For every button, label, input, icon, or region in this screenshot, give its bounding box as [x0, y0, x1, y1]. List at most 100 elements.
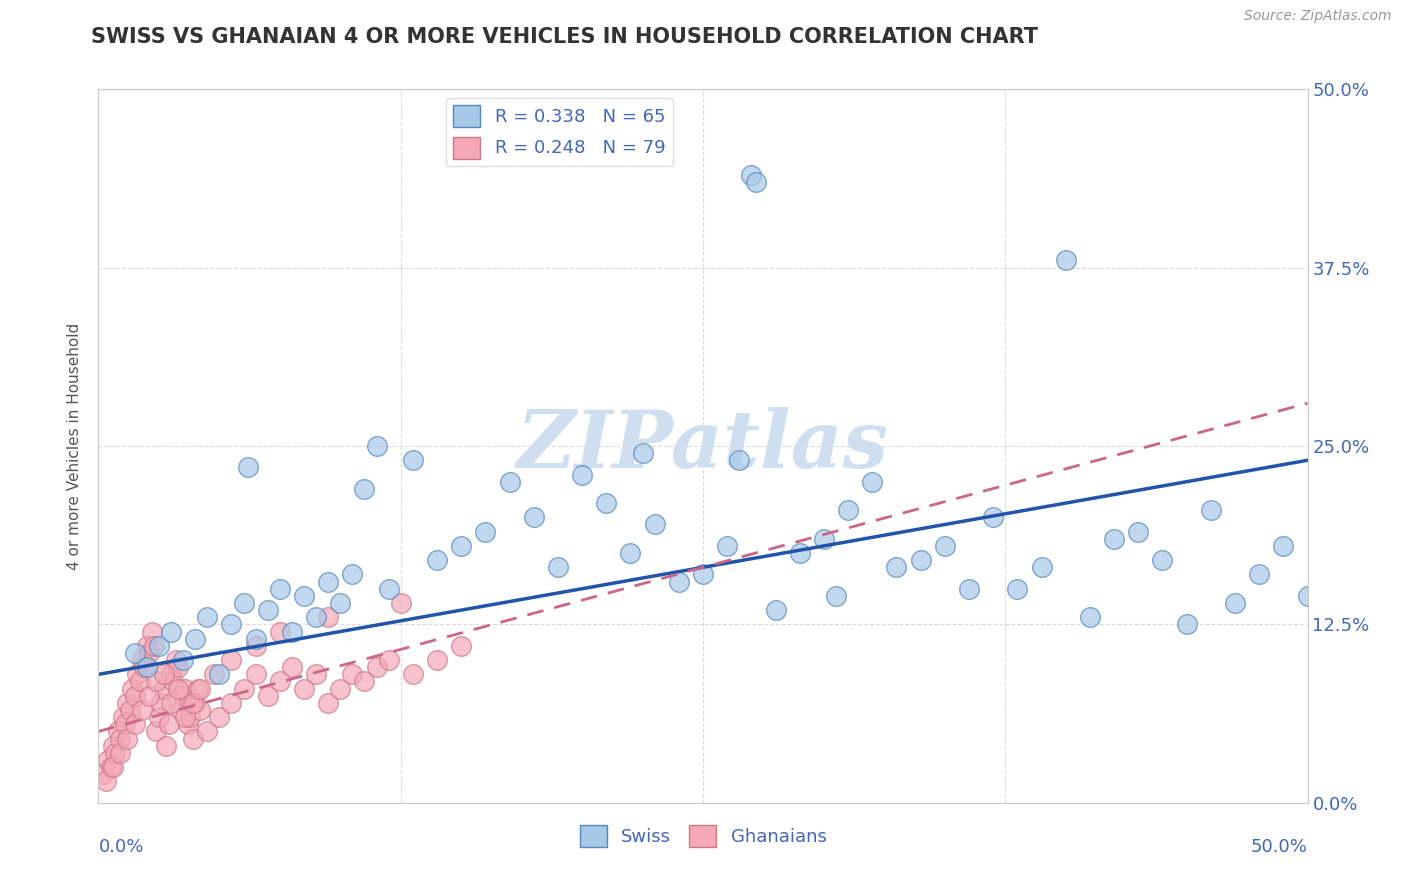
- Point: [107, 724, 129, 739]
- Point: [141, 624, 163, 639]
- Point: [100, 760, 122, 774]
- Point: [135, 660, 157, 674]
- Point: [128, 674, 150, 689]
- Point: [165, 653, 187, 667]
- Point: [114, 717, 136, 731]
- Point: [204, 667, 226, 681]
- Point: [131, 703, 153, 717]
- Point: [450, 539, 472, 553]
- Point: [160, 667, 183, 681]
- Point: [692, 567, 714, 582]
- Point: [91, 767, 114, 781]
- Point: [837, 503, 859, 517]
- Point: [104, 746, 127, 760]
- Point: [195, 724, 218, 739]
- Point: [177, 717, 200, 731]
- Point: [162, 674, 184, 689]
- Point: [221, 696, 243, 710]
- Point: [195, 610, 218, 624]
- Point: [377, 653, 399, 667]
- Point: [789, 546, 811, 560]
- Point: [353, 482, 375, 496]
- Text: 50.0%: 50.0%: [1251, 838, 1308, 855]
- Point: [245, 667, 267, 681]
- Point: [101, 760, 124, 774]
- Text: 0.0%: 0.0%: [98, 838, 143, 855]
- Point: [1223, 596, 1246, 610]
- Point: [121, 681, 143, 696]
- Point: [329, 681, 352, 696]
- Point: [366, 660, 388, 674]
- Point: [402, 453, 425, 467]
- Point: [305, 610, 328, 624]
- Point: [619, 546, 641, 560]
- Point: [124, 646, 146, 660]
- Point: [134, 660, 156, 674]
- Point: [269, 674, 291, 689]
- Point: [208, 710, 231, 724]
- Point: [426, 653, 449, 667]
- Point: [316, 696, 339, 710]
- Point: [108, 746, 131, 760]
- Point: [981, 510, 1004, 524]
- Point: [172, 689, 194, 703]
- Point: [910, 553, 932, 567]
- Point: [813, 532, 835, 546]
- Point: [208, 667, 231, 681]
- Point: [631, 446, 654, 460]
- Point: [934, 539, 956, 553]
- Point: [157, 717, 180, 731]
- Point: [138, 646, 160, 660]
- Point: [498, 475, 520, 489]
- Point: [179, 710, 201, 724]
- Point: [450, 639, 472, 653]
- Point: [221, 617, 243, 632]
- Text: Source: ZipAtlas.com: Source: ZipAtlas.com: [1244, 9, 1392, 23]
- Y-axis label: 4 or more Vehicles in Household: 4 or more Vehicles in Household: [67, 322, 83, 570]
- Point: [238, 460, 260, 475]
- Point: [281, 624, 304, 639]
- Point: [124, 689, 146, 703]
- Point: [181, 696, 204, 710]
- Point: [329, 596, 352, 610]
- Point: [523, 510, 546, 524]
- Point: [150, 696, 173, 710]
- Point: [221, 653, 243, 667]
- Point: [571, 467, 593, 482]
- Point: [668, 574, 690, 589]
- Point: [131, 653, 153, 667]
- Point: [389, 596, 412, 610]
- Point: [765, 603, 787, 617]
- Point: [169, 703, 191, 717]
- Point: [160, 696, 183, 710]
- Point: [117, 696, 139, 710]
- Point: [366, 439, 388, 453]
- Point: [886, 560, 908, 574]
- Point: [187, 681, 209, 696]
- Point: [181, 731, 204, 746]
- Point: [316, 610, 339, 624]
- Point: [174, 710, 197, 724]
- Point: [644, 517, 666, 532]
- Point: [1152, 553, 1174, 567]
- Point: [97, 753, 120, 767]
- Point: [728, 453, 751, 467]
- Point: [118, 703, 141, 717]
- Text: ZIPatlas: ZIPatlas: [517, 408, 889, 484]
- Point: [426, 553, 449, 567]
- Legend: Swiss, Ghanaians: Swiss, Ghanaians: [572, 818, 834, 855]
- Point: [957, 582, 980, 596]
- Point: [377, 582, 399, 596]
- Point: [1054, 253, 1077, 268]
- Point: [256, 689, 278, 703]
- Point: [1249, 567, 1271, 582]
- Point: [316, 574, 339, 589]
- Point: [1199, 503, 1222, 517]
- Point: [745, 175, 768, 189]
- Point: [111, 710, 134, 724]
- Point: [1007, 582, 1029, 596]
- Point: [232, 596, 254, 610]
- Point: [148, 710, 170, 724]
- Point: [1031, 560, 1053, 574]
- Point: [292, 589, 315, 603]
